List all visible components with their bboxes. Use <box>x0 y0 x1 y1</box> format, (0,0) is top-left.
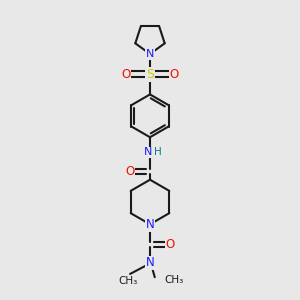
Text: S: S <box>146 68 154 81</box>
Text: O: O <box>170 68 179 81</box>
Text: CH₃: CH₃ <box>164 275 184 285</box>
Text: O: O <box>166 238 175 251</box>
Text: O: O <box>121 68 130 81</box>
Text: O: O <box>125 165 134 178</box>
Text: N: N <box>146 218 154 231</box>
Text: N: N <box>146 49 154 59</box>
Text: CH₃: CH₃ <box>118 276 138 286</box>
Text: H: H <box>154 147 162 157</box>
Text: N: N <box>146 256 154 269</box>
Text: N: N <box>144 147 153 157</box>
